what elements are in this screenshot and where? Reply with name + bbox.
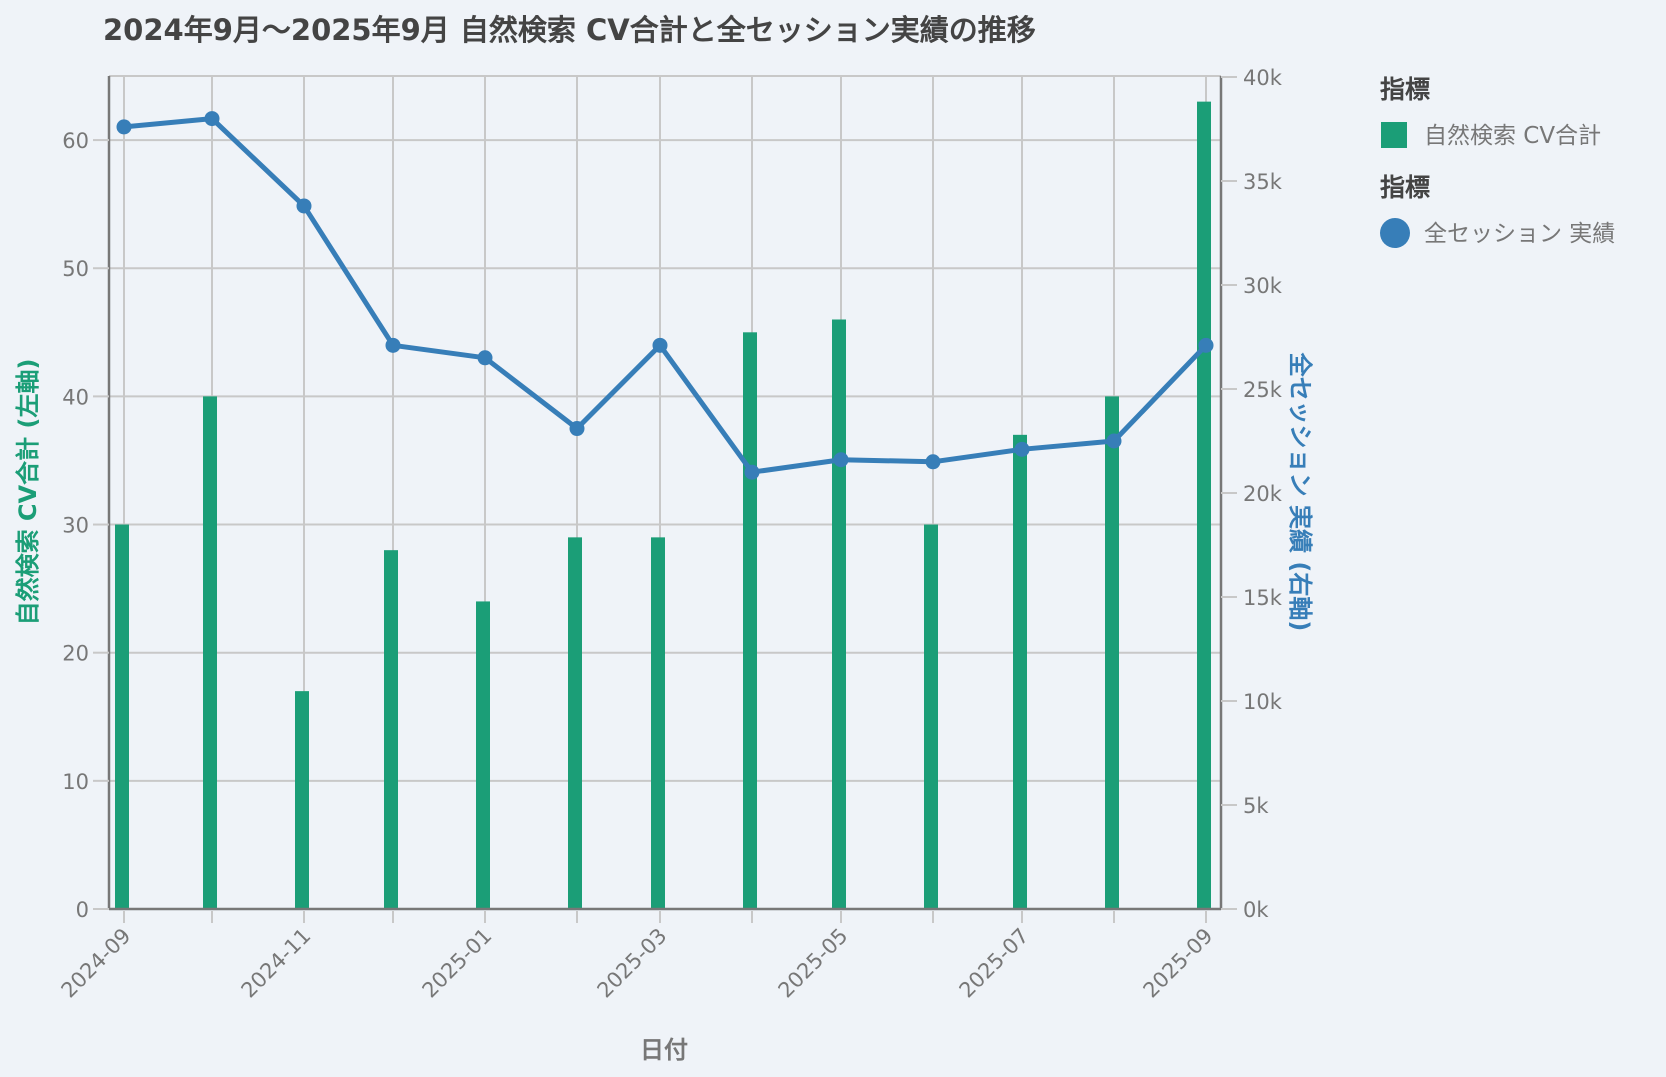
left-axis-ticks: 0 10 20 30 40 50 60 bbox=[62, 129, 109, 922]
sessions-line bbox=[123, 116, 1208, 475]
bar bbox=[203, 396, 217, 909]
data-point bbox=[925, 454, 941, 470]
data-point bbox=[477, 350, 493, 366]
x-axis-title: 日付 bbox=[640, 1036, 688, 1064]
bar bbox=[832, 319, 846, 909]
bar bbox=[1197, 101, 1211, 910]
right-tick-label: 35k bbox=[1243, 170, 1283, 194]
data-point bbox=[296, 198, 312, 214]
left-tick-label: 50 bbox=[62, 257, 89, 281]
data-point bbox=[385, 337, 401, 353]
right-tick-label: 40k bbox=[1243, 66, 1283, 90]
bar bbox=[743, 332, 757, 909]
legend-title-bar: 指標 bbox=[1380, 75, 1430, 104]
data-point bbox=[652, 337, 668, 353]
bar-series-cv bbox=[115, 101, 1211, 910]
left-tick-label: 10 bbox=[62, 770, 89, 794]
bar bbox=[295, 691, 309, 909]
right-axis-title: 全セッション 実績 (右軸) bbox=[1286, 352, 1314, 632]
x-axis-ticks: 2024-09 2024-11 2025-01 2025-03 2025-05 2025-… bbox=[57, 911, 1218, 1003]
data-point bbox=[569, 421, 585, 437]
data-point bbox=[1014, 441, 1030, 457]
data-point bbox=[833, 452, 849, 468]
legend: 指標 自然検索 CV合計 指標 全セッション 実績 bbox=[1380, 75, 1615, 248]
left-tick-label: 20 bbox=[62, 642, 89, 666]
data-point bbox=[744, 464, 760, 480]
line-series-sessions bbox=[116, 111, 1214, 480]
right-tick-label: 20k bbox=[1243, 482, 1283, 506]
bar bbox=[651, 537, 665, 909]
bar bbox=[115, 524, 129, 909]
left-tick-label: 0 bbox=[76, 898, 89, 922]
bar bbox=[384, 550, 398, 909]
data-point bbox=[204, 111, 220, 127]
right-tick-label: 10k bbox=[1243, 690, 1283, 714]
right-tick-label: 30k bbox=[1243, 274, 1283, 298]
legend-circle-icon bbox=[1380, 218, 1410, 248]
left-tick-label: 30 bbox=[62, 514, 89, 538]
right-tick-label: 5k bbox=[1243, 794, 1269, 818]
x-tick-label: 2024-11 bbox=[237, 924, 316, 1003]
right-tick-label: 15k bbox=[1243, 586, 1283, 610]
bar bbox=[1105, 396, 1119, 909]
bar bbox=[476, 601, 490, 909]
bar bbox=[1013, 434, 1027, 909]
x-tick-label: 2025-09 bbox=[1139, 924, 1218, 1003]
x-tick-label: 2025-03 bbox=[593, 924, 672, 1003]
data-point bbox=[116, 119, 132, 135]
bar bbox=[568, 537, 582, 909]
right-tick-label: 25k bbox=[1243, 378, 1283, 402]
data-point bbox=[1106, 433, 1122, 449]
left-tick-label: 60 bbox=[62, 129, 89, 153]
left-axis-title: 自然検索 CV合計 (左軸) bbox=[14, 359, 42, 626]
x-tick-label: 2025-07 bbox=[955, 924, 1034, 1003]
legend-item-sessions[interactable]: 全セッション 実績 bbox=[1424, 221, 1615, 247]
x-tick-label: 2025-01 bbox=[418, 924, 497, 1003]
legend-title-line: 指標 bbox=[1380, 173, 1430, 202]
left-tick-label: 40 bbox=[62, 385, 89, 409]
legend-item-cv[interactable]: 自然検索 CV合計 bbox=[1424, 123, 1601, 149]
data-point bbox=[1198, 337, 1214, 353]
right-tick-label: 0k bbox=[1243, 898, 1269, 922]
right-axis-ticks: 0k 5k 10k 15k 20k 25k 30k 35k 40k bbox=[1221, 66, 1283, 922]
x-tick-label: 2025-05 bbox=[774, 924, 853, 1003]
bar bbox=[924, 524, 938, 909]
chart-title: 2024年9月～2025年9月 自然検索 CV合計と全セッション実績の推移 bbox=[103, 13, 1036, 47]
legend-square-icon bbox=[1381, 122, 1407, 148]
x-tick-label: 2024-09 bbox=[57, 924, 136, 1003]
